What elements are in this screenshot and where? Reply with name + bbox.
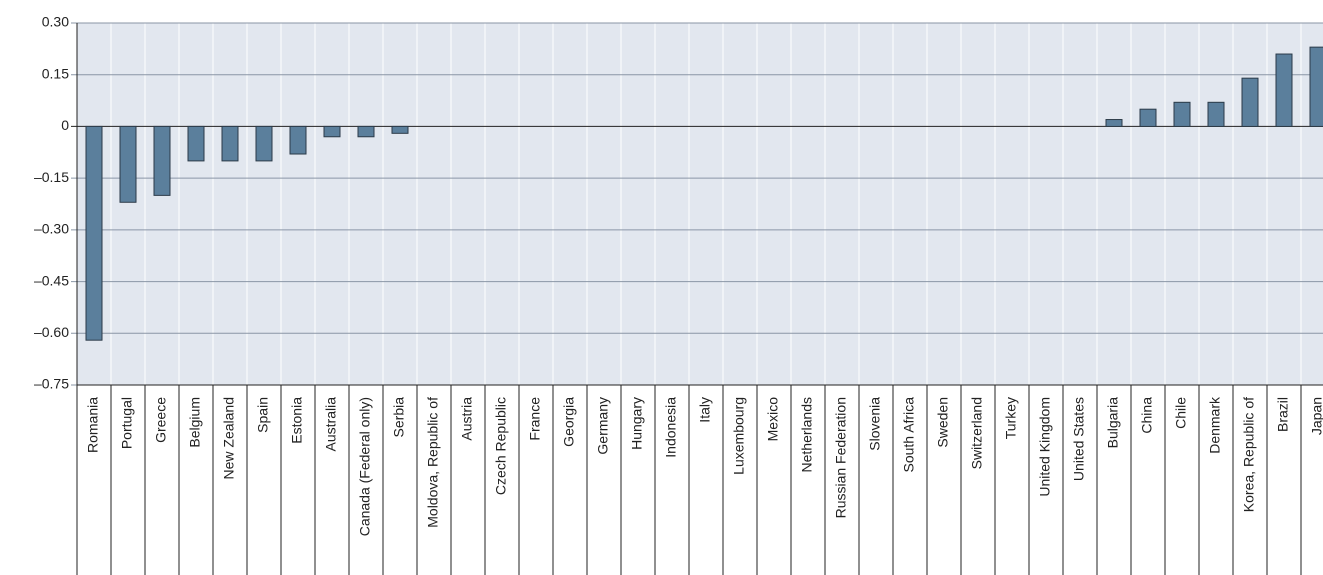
x-tick-label: Bulgaria — [1105, 397, 1121, 449]
bar — [1173, 101, 1191, 127]
x-tick-label: Greece — [153, 397, 169, 443]
bar — [323, 125, 341, 138]
bar — [1241, 77, 1259, 127]
y-tick-label: –0.30 — [34, 221, 69, 237]
x-tick-label: Luxembourg — [731, 397, 747, 475]
x-tick-label: Serbia — [391, 397, 407, 438]
x-tick-label: United States — [1071, 397, 1087, 481]
x-tick-label: Canada (Federal only) — [357, 397, 373, 536]
bar — [1139, 108, 1157, 127]
x-tick-label: South Africa — [901, 397, 917, 473]
bar — [391, 125, 409, 134]
x-tick-label: Spain — [255, 397, 271, 433]
y-tick-label: –0.60 — [34, 324, 69, 340]
bar — [1275, 53, 1293, 127]
bar — [119, 125, 137, 203]
bar — [1309, 46, 1323, 127]
x-tick-label: Australia — [323, 397, 339, 452]
x-tick-label: Italy — [697, 397, 713, 423]
y-tick-label: 0 — [61, 117, 69, 133]
x-tick-label: Romania — [85, 397, 101, 453]
x-tick-label: Germany — [595, 397, 611, 455]
y-tick-label: 0.15 — [42, 65, 69, 81]
bar — [1105, 119, 1123, 127]
x-tick-label: Hungary — [629, 397, 645, 450]
bar — [1207, 101, 1225, 127]
bar — [357, 125, 375, 138]
x-tick-label: United Kingdom — [1037, 397, 1053, 497]
x-tick-label: Indonesia — [663, 397, 679, 458]
bar — [289, 125, 307, 155]
x-tick-label: Belgium — [187, 397, 203, 448]
x-tick-label: Korea, Republic of — [1241, 397, 1257, 512]
bar — [153, 125, 171, 196]
x-tick-label: Portugal — [119, 397, 135, 449]
plot-background — [77, 23, 1323, 385]
x-tick-label: Chile — [1173, 397, 1189, 429]
x-tick-label: Slovenia — [867, 397, 883, 451]
x-tick-label: Sweden — [935, 397, 951, 448]
x-tick-label: China — [1139, 397, 1155, 434]
y-tick-label: –0.75 — [34, 376, 69, 392]
y-tick-label: –0.45 — [34, 272, 69, 288]
x-tick-label: Denmark — [1207, 396, 1223, 454]
y-tick-label: 0.30 — [42, 14, 69, 30]
bar — [187, 125, 205, 162]
x-tick-label: Japan — [1309, 397, 1323, 435]
x-tick-label: Georgia — [561, 397, 577, 447]
x-tick-label: New Zealand — [221, 397, 237, 480]
y-tick-label: –0.15 — [34, 169, 69, 185]
x-tick-label: Moldova, Republic of — [425, 397, 441, 528]
x-tick-label: Russian Federation — [833, 397, 849, 518]
bar — [221, 125, 239, 162]
x-tick-label: Austria — [459, 397, 475, 441]
bar — [85, 125, 103, 341]
x-tick-label: Netherlands — [799, 397, 815, 473]
x-tick-label: France — [527, 397, 543, 441]
x-tick-label: Estonia — [289, 397, 305, 444]
x-tick-label: Turkey — [1003, 397, 1019, 439]
x-tick-label: Switzerland — [969, 397, 985, 469]
x-tick-label: Czech Republic — [493, 397, 509, 495]
bar — [255, 125, 273, 162]
x-tick-label: Brazil — [1275, 397, 1291, 432]
x-tick-label: Mexico — [765, 397, 781, 442]
